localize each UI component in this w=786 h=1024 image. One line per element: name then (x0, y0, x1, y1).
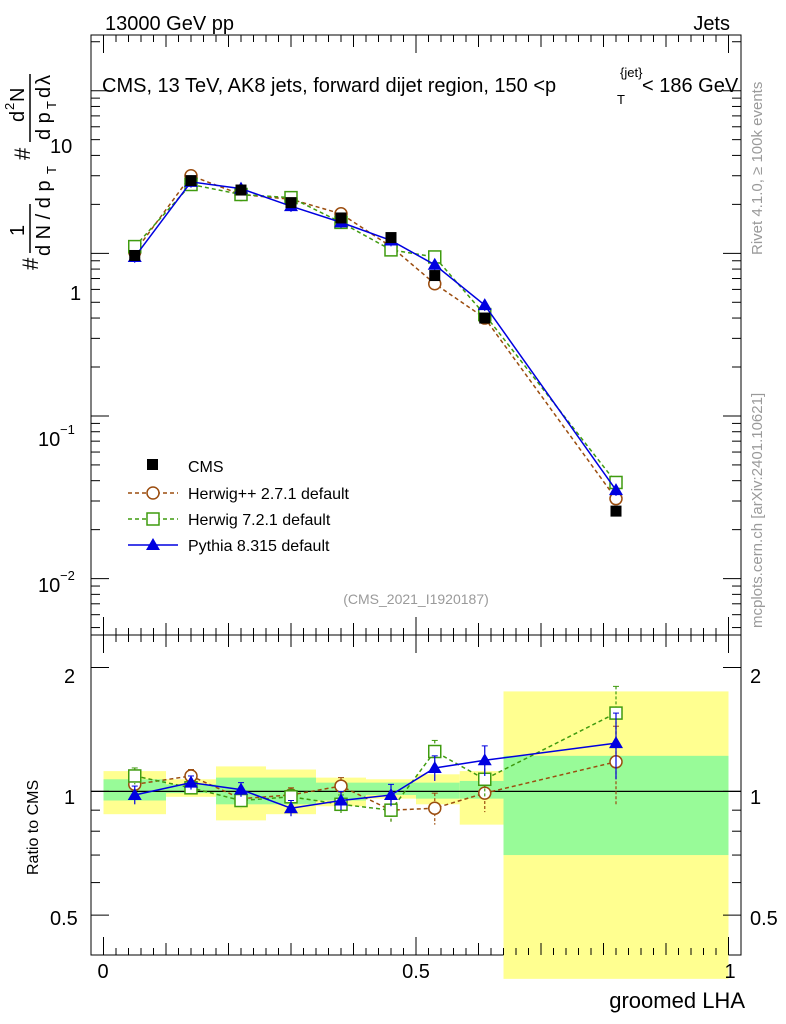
svg-text:d p: d p (33, 112, 55, 140)
ratio-point-herwig-2-7-1-default (478, 786, 492, 800)
analysis-id: (CMS_2021_I1920187) (343, 591, 489, 607)
ratio-point-pythia-8-315-default (127, 787, 142, 800)
svg-text:λ: λ (33, 75, 55, 85)
y-tick-label-0.01: 10 (38, 575, 60, 597)
chart-title-symbol: p (545, 75, 556, 97)
ratio-tick-label-right-1: 1 (750, 787, 761, 809)
data-point-cms (479, 312, 491, 324)
ratio-point-pythia-8-315-default (334, 793, 348, 806)
ratio-tick-label-right-2: 2 (750, 666, 761, 688)
ratio-point-pythia-8-315-default (609, 736, 623, 749)
chart-title: CMS, 13 TeV, AK8 jets, forward dijet reg… (102, 75, 556, 97)
svg-text:d N / d p: d N / d p (33, 180, 55, 256)
data-point-cms (285, 197, 297, 209)
x-axis-label: groomed LHA (609, 988, 745, 1013)
svg-text:2: 2 (2, 103, 17, 110)
ratio-point-pythia-8-315-default (184, 775, 198, 788)
x-tick-label-0: 0 (97, 961, 108, 983)
data-point-cms (429, 270, 441, 282)
legend: CMS Herwig++ 2.7.1 default Herwig 7.2.1 … (128, 459, 350, 555)
ratio-band-green (416, 782, 460, 799)
ratio-point-herwig-2-7-1-default (428, 801, 442, 815)
x-tick-label-0.5: 0.5 (402, 961, 430, 983)
data-point-pythia-8-315-default (477, 298, 492, 311)
svg-text:1: 1 (7, 225, 29, 236)
legend-label-herwigpp: Herwig++ 2.7.1 default (188, 486, 350, 503)
ratio-point-herwig-2-7-1-default (334, 779, 348, 793)
ratio-tick-label-0.5: 0.5 (50, 908, 78, 930)
svg-text:#: # (18, 257, 43, 270)
mcplots-label: mcplots.cern.ch [arXiv:2401.10621] (749, 393, 766, 628)
ratio-axes (90, 635, 742, 955)
data-point-cms (185, 175, 197, 187)
legend-marker-herwig7 (146, 512, 160, 526)
legend-marker-pythia (146, 538, 160, 550)
x-tick-label-1: 1 (724, 961, 735, 983)
ratio-tick-label-1: 1 (64, 787, 75, 809)
svg-text:d: d (33, 87, 55, 98)
header-right: Jets (693, 13, 730, 35)
y-tick-exp-0.1: −1 (60, 422, 75, 437)
header-left: 13000 GeV pp (105, 13, 234, 35)
svg-text:T: T (44, 166, 59, 174)
data-point-pythia-8-315-default (427, 257, 442, 270)
data-point-pythia-8-315-default (609, 483, 623, 496)
y-tick-label-10: 10 (50, 136, 72, 158)
data-point-cms (335, 212, 347, 224)
data-point-cms (129, 249, 141, 261)
y-tick-label-1: 1 (70, 283, 81, 305)
ratio-point-pythia-8-315-default (284, 801, 298, 814)
chart-title-superscript: {jet} (620, 65, 643, 80)
ratio-point-pythia-8-315-default (234, 782, 248, 795)
ratio-line-herwig-7-2-1-default (134, 712, 617, 811)
data-point-cms (235, 184, 247, 196)
svg-text:N: N (7, 88, 29, 102)
ratio-bands (91, 691, 741, 979)
y-axis-label-ratio: Ratio to CMS (25, 780, 42, 875)
top-axes (90, 35, 742, 635)
ratio-point-pythia-8-315-default (384, 787, 398, 800)
series-line-herwig-2-7-1-default (134, 174, 617, 500)
legend-marker-herwigpp (146, 486, 160, 500)
chart-title-subscript: T (617, 92, 625, 107)
ratio-point-herwig-7-2-1-default (128, 769, 142, 783)
legend-label-pythia: Pythia 8.315 default (188, 538, 330, 555)
data-point-cms (385, 232, 397, 244)
rivet-label: Rivet 4.1.0, ≥ 100k events (749, 82, 766, 255)
legend-marker-cms (147, 459, 158, 470)
chart-title-main: CMS, 13 TeV, AK8 jets, forward dijet reg… (102, 75, 545, 97)
chart-title-end: < 186 GeV (642, 75, 739, 97)
ratio-point-pythia-8-315-default (477, 753, 492, 766)
ratio-tick-label-2: 2 (64, 666, 75, 688)
series-line-pythia-8-315-default (134, 181, 617, 491)
legend-label-herwig7: Herwig 7.2.1 default (188, 512, 331, 529)
data-point-cms (610, 505, 622, 517)
svg-text:T: T (44, 101, 59, 109)
svg-text:#: # (10, 147, 35, 160)
ratio-point-pythia-8-315-default (427, 760, 442, 773)
ratio-series (127, 685, 623, 825)
legend-label-cms: CMS (188, 459, 224, 476)
series-line-herwig-7-2-1-default (134, 183, 617, 483)
y-tick-exp-0.01: −2 (60, 568, 75, 583)
top-series (127, 168, 623, 517)
ratio-tick-label-right-0.5: 0.5 (750, 908, 778, 930)
svg-text:d: d (7, 111, 29, 122)
y-tick-label-0.1: 10 (38, 429, 60, 451)
